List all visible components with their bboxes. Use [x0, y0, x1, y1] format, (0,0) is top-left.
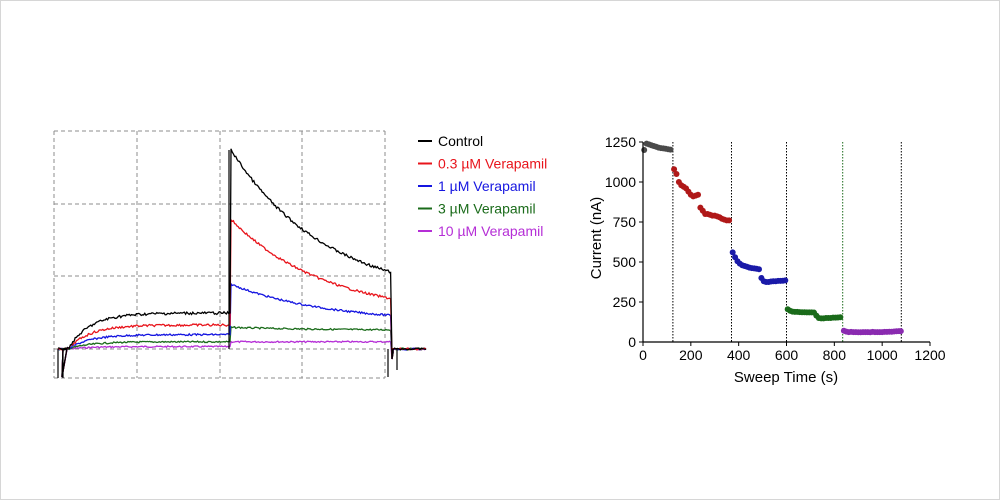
y-axis-label: Current (nA) — [588, 197, 605, 280]
data-point — [673, 171, 680, 177]
y-tick-label: 0 — [628, 334, 636, 350]
scatter-axes: 0 200 400 600 800 1000 1200 0 250 500 750 1000 1250 — [605, 134, 946, 363]
trace-0-3-m-verapamil — [57, 219, 427, 378]
x-tick-label: 400 — [727, 347, 751, 363]
x-axis-label: Sweep Time (s) — [734, 369, 838, 386]
legend-label: 0.3 µM Verapamil — [438, 156, 547, 172]
data-point — [897, 328, 904, 335]
washin-markers — [672, 142, 902, 342]
x-tick-label: 800 — [823, 347, 847, 363]
y-tick-label: 250 — [613, 294, 637, 310]
legend-label: 3 µM Verapamil — [438, 201, 536, 217]
traces-grid — [53, 130, 386, 379]
data-point — [695, 191, 702, 198]
current-vs-time-chart: 0 200 400 600 800 1000 1200025050075010001250 … — [588, 134, 946, 386]
legend-label: 10 µM Verapamil — [438, 223, 543, 239]
traces-group — [57, 148, 427, 378]
x-tick-label: 1000 — [867, 347, 898, 363]
current-traces-chart: Control 0.3 µM Verapamil 1 µM Verapamil 3 µ… — [53, 130, 547, 379]
data-point — [667, 146, 674, 153]
traces-legend: Control 0.3 µM Verapamil 1 µM Verapamil 3 µ… — [418, 133, 547, 239]
trace-control — [57, 148, 427, 378]
x-tick-label: 600 — [775, 347, 799, 363]
x-tick-label: 200 — [679, 347, 703, 363]
data-point — [755, 266, 762, 273]
data-point — [729, 249, 736, 256]
scatter-points — [641, 140, 904, 336]
legend-label: 1 µM Verapamil — [438, 178, 536, 194]
y-tick-label: 750 — [613, 214, 637, 230]
data-point — [782, 277, 789, 284]
data-point — [837, 314, 844, 321]
y-tick-label: 1250 — [605, 134, 636, 150]
data-point — [726, 217, 733, 224]
x-tick-label: 0 — [639, 347, 647, 363]
data-point — [671, 166, 678, 173]
legend-label: Control — [438, 133, 483, 149]
trace-1-m-verapamil — [58, 281, 427, 378]
data-point — [641, 147, 648, 153]
x-tick-label: 1200 — [914, 347, 945, 363]
trace-3-m-verapamil — [57, 325, 427, 378]
y-tick-label: 1000 — [605, 174, 636, 190]
y-tick-label: 500 — [613, 254, 637, 270]
trace-10-m-verapamil — [57, 340, 427, 378]
